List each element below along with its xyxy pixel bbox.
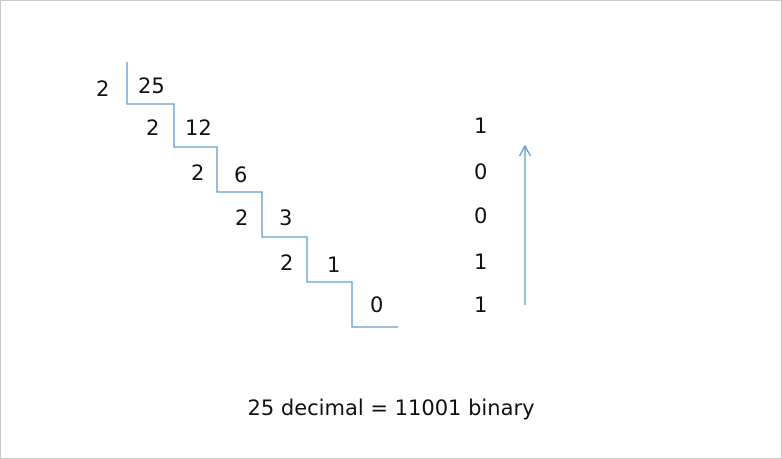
divisor-step-5: 2: [280, 251, 294, 275]
divisor-step-1: 2: [96, 77, 110, 101]
dividend-step-4: 3: [279, 206, 293, 230]
dividend-step-1: 25: [138, 74, 165, 98]
dividend-step-5: 1: [327, 253, 341, 277]
final-quotient: 0: [370, 293, 384, 317]
divisor-step-4: 2: [235, 206, 249, 230]
remainder-2: 0: [474, 160, 488, 184]
result-caption: 25 decimal = 11001 binary: [247, 396, 535, 420]
dividend-step-3: 6: [234, 163, 248, 187]
remainder-5: 1: [474, 293, 488, 317]
divisor-step-2: 2: [146, 116, 160, 140]
dividend-step-2: 12: [185, 116, 212, 140]
remainder-1: 1: [474, 114, 488, 138]
division-staircase: [126, 62, 398, 328]
remainder-4: 1: [474, 250, 488, 274]
read-direction-arrow-head: [518, 144, 532, 157]
divisor-step-3: 2: [191, 161, 205, 185]
remainder-3: 0: [474, 204, 488, 228]
